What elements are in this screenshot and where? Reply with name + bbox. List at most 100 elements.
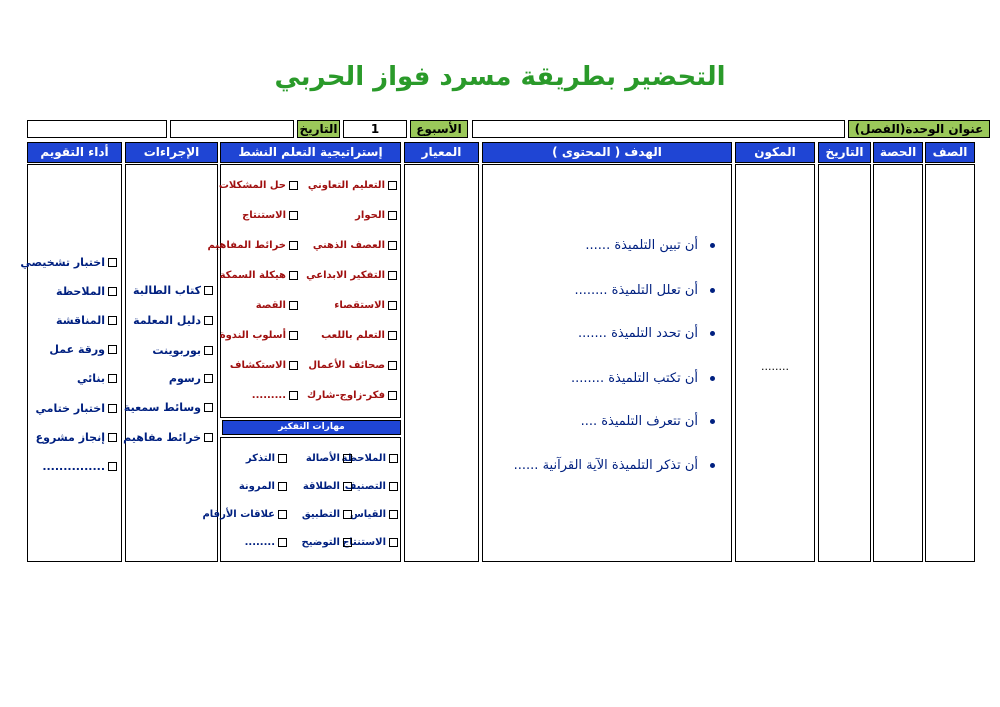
strategy: الحوار [355,207,397,223]
skills-box [220,437,401,562]
checkbox [388,330,397,340]
evaluation: ............... [42,458,117,474]
checkbox [289,270,298,280]
skill: التذكر [246,450,287,466]
procedure-text: خرائط مفاهيم [123,430,201,444]
checkbox [278,537,287,547]
checkbox [278,453,287,463]
skill: الاستنتاج [342,534,398,550]
component: ........ [761,360,789,373]
evaluation-text: اختبار تشخيصي [20,255,105,269]
extra-field [27,120,167,138]
checkbox [388,240,397,250]
skill: التوضيح [301,534,352,550]
strategy-text: الحوار [355,209,385,221]
checkbox [108,315,117,325]
checkbox [204,432,213,442]
date-field [170,120,294,138]
strategy-text: العصف الذهني [312,239,385,251]
week-value: 1 [343,120,407,138]
column-cell [735,164,815,562]
checkbox [289,240,298,250]
column-cell [27,164,122,562]
skill-text: التصنيف [344,480,386,492]
strategy-text: الاستنتاج [242,209,286,221]
date-label: التاريخ [297,120,340,138]
procedure: كتاب الطالبة [133,282,213,298]
objective: أن تعلل التلميذة ........ [574,281,715,299]
column-cell [873,164,923,562]
strategy: التفكير الابداعي [306,267,397,283]
objective-text: أن تحدد التلميذة ....... [578,325,698,341]
evaluation: اختبار تشخيصي [20,254,117,270]
skill: الأصالة [306,450,352,466]
checkbox [389,453,398,463]
skill-text: الطلاقة [302,480,340,492]
strategy: القصة [256,297,298,313]
skill-text: ........ [244,536,275,548]
procedure-text: بوربوينت [152,343,201,357]
skill: القياس [350,506,398,522]
strategy-text: هيكلة السمكة [219,269,286,281]
checkbox [108,403,117,413]
checkbox [108,374,117,384]
checkbox [108,461,117,471]
evaluation: اختبار ختامي [36,400,117,416]
column-cell [818,164,871,562]
bullet [710,462,715,468]
procedure: بوربوينت [152,342,213,358]
checkbox [108,286,117,296]
strategy: ......... [252,387,298,403]
evaluation: بنائي [77,371,117,387]
checkbox [343,537,352,547]
checkbox [388,360,397,370]
strategy: أسلوب الندوة [220,327,298,343]
skill-text: الأصالة [305,452,340,464]
unit-field [472,120,845,138]
strategy-text: أسلوب الندوة [219,329,286,341]
procedure: وسائط سمعية [124,399,213,415]
skill: الطلاقة [303,478,352,494]
evaluation: الملاحظة [56,283,117,299]
checkbox [289,360,298,370]
skills-title: مهارات التفكير [222,420,401,435]
evaluation-text: إنجاز مشروع [35,430,105,444]
checkbox [108,257,117,267]
bullet [710,330,715,336]
strategy-text: صحائف الأعمال [308,359,385,371]
objective-text: أن تذكر التلميذة الآية القرآنية ...... [513,457,698,473]
objective-text: أن تعلل التلميذة ........ [574,282,698,298]
procedure-text: رسوم [168,371,201,385]
strategy-text: التفكير الابداعي [306,269,385,281]
objective: أن تكتب التلميذة ........ [571,369,715,387]
checkbox [389,509,398,519]
checkbox [278,509,287,519]
skill: الملاحظة [342,450,398,466]
checkbox [289,300,298,310]
strategy: التعلم باللعب [321,327,397,343]
checkbox [343,509,352,519]
column-header: الحصة [873,142,923,163]
objective: أن تذكر التلميذة الآية القرآنية ...... [514,456,715,474]
skill-text: التطبيق [301,508,340,520]
checkbox [388,180,397,190]
strategy: خرائط المفاهيم [208,237,298,253]
evaluation: المناقشة [56,312,117,328]
column-header: الإجراءات [125,142,218,163]
procedure: دليل المعلمة [133,312,213,328]
column-header: الصف [925,142,975,163]
strategy: الاستقصاء [334,297,397,313]
strategy-text: التعلم باللعب [321,329,385,341]
evaluation: ورقة عمل [49,342,117,358]
strategy: هيكلة السمكة [220,267,298,283]
checkbox [343,481,352,491]
title: التحضير بطريقة مسرد فواز الحربي [274,62,726,92]
checkbox [289,210,298,220]
evaluation-text: اختبار ختامي [35,401,105,415]
column-header: إستراتيجية التعلم النشط [220,142,401,163]
checkbox [204,402,213,412]
skill-text: التوضيح [301,536,341,548]
checkbox [389,537,398,547]
evaluation: إنجاز مشروع [36,429,117,445]
